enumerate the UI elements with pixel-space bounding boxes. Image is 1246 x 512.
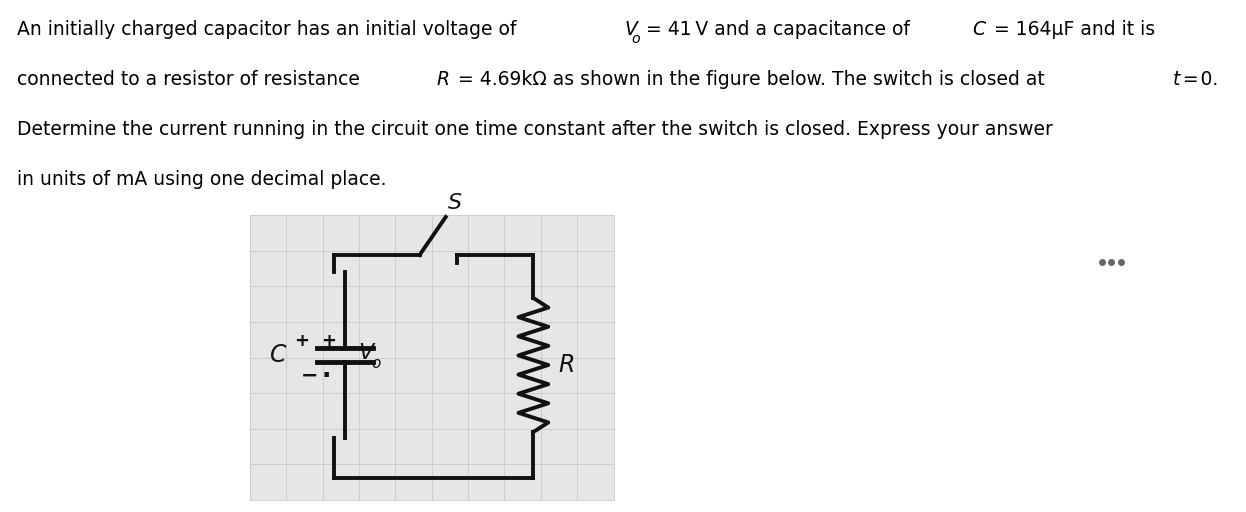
Text: An initially charged capacitor has an initial voltage of: An initially charged capacitor has an in… [16, 20, 522, 39]
Text: +: + [294, 332, 309, 350]
Bar [250, 215, 613, 500]
Text: V: V [358, 343, 373, 363]
Text: o: o [371, 356, 380, 372]
Text: −: − [300, 366, 318, 386]
Text: t: t [1172, 70, 1180, 89]
Text: = 4.69kΩ as shown in the figure below. The switch is closed at: = 4.69kΩ as shown in the figure below. T… [452, 70, 1050, 89]
Text: o: o [632, 32, 640, 46]
Text: R: R [436, 70, 450, 89]
Text: R: R [558, 353, 576, 377]
Text: connected to a resistor of resistance: connected to a resistor of resistance [16, 70, 365, 89]
Text: V: V [624, 20, 638, 39]
Text: ·: · [321, 364, 331, 388]
Text: C: C [269, 343, 287, 367]
Text: Determine the current running in the circuit one time constant after the switch : Determine the current running in the cir… [16, 120, 1053, 139]
Text: = 41 V and a capacitance of: = 41 V and a capacitance of [640, 20, 916, 39]
Text: = 0.: = 0. [1181, 70, 1219, 89]
Text: = 164μF and it is: = 164μF and it is [988, 20, 1155, 39]
Text: in units of mA using one decimal place.: in units of mA using one decimal place. [16, 170, 386, 189]
Text: S: S [449, 193, 462, 213]
Text: +: + [320, 332, 335, 350]
Text: C: C [972, 20, 986, 39]
